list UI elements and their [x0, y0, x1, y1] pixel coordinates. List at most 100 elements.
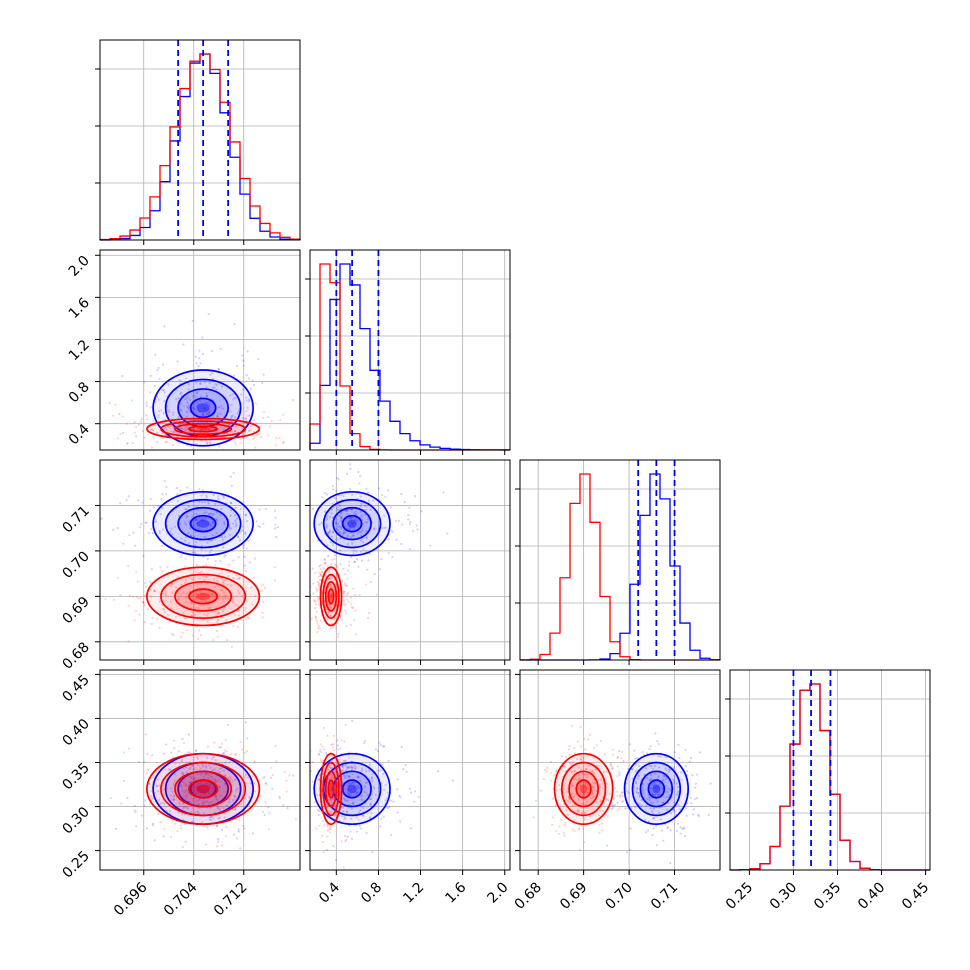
scatter-point [673, 780, 676, 783]
scatter-point [337, 748, 340, 751]
scatter-point [227, 597, 230, 600]
scatter-point [261, 611, 264, 614]
scatter-point [193, 812, 197, 815]
scatter-point [399, 796, 402, 799]
scatter-point [173, 822, 177, 825]
scatter-point [653, 817, 656, 820]
scatter-point [592, 785, 595, 789]
scatter-point [234, 519, 237, 522]
scatter-point [338, 514, 341, 517]
scatter-point [400, 542, 403, 546]
scatter-point [190, 776, 193, 779]
scatter-point [599, 810, 602, 813]
scatter-point [387, 538, 390, 541]
scatter-point [214, 560, 217, 563]
scatter-point [417, 796, 420, 799]
scatter-point [684, 748, 687, 752]
scatter-point [214, 759, 217, 762]
scatter-point [278, 795, 281, 798]
scatter-point [692, 813, 695, 816]
x-tick-label: 1.2 [400, 880, 427, 907]
scatter-point [135, 571, 138, 574]
scatter-point [591, 792, 594, 796]
scatter-point [330, 783, 333, 786]
scatter-point [182, 802, 185, 805]
scatter-point [160, 507, 164, 510]
scatter-point [254, 402, 258, 405]
scatter-point [158, 804, 161, 807]
scatter-point [250, 586, 253, 589]
scatter-point [234, 525, 237, 528]
scatter-point [408, 787, 412, 790]
scatter-point [344, 723, 347, 726]
scatter-point [262, 411, 266, 414]
scatter-point [201, 427, 204, 430]
scatter-point [342, 592, 346, 595]
density-contour [322, 761, 340, 817]
scatter-point [578, 774, 581, 777]
scatter-point [343, 774, 346, 777]
scatter-point [609, 763, 612, 767]
scatter-point [190, 777, 193, 780]
density-fill [561, 762, 606, 816]
scatter-point [165, 440, 168, 443]
scatter-point [192, 414, 195, 417]
scatter-point [610, 808, 613, 811]
scatter-point [205, 764, 208, 767]
scatter-point [327, 531, 330, 534]
scatter-point [178, 423, 181, 426]
scatter-point [610, 765, 613, 768]
scatter-point [180, 554, 183, 557]
scatter-point [649, 745, 652, 748]
scatter-point [173, 804, 176, 808]
scatter-point [555, 769, 558, 772]
scatter-point [351, 542, 354, 545]
scatter-point [245, 514, 248, 517]
scatter-point [199, 382, 202, 385]
scatter-point [407, 518, 410, 521]
scatter-point [318, 584, 321, 587]
scatter-point [179, 635, 183, 638]
scatter-point [346, 784, 349, 788]
scatter-point [342, 529, 345, 532]
scatter-point [175, 806, 179, 809]
scatter-point [392, 800, 395, 803]
scatter-point [199, 767, 202, 770]
scatter-point [437, 770, 440, 773]
scatter-point [370, 804, 373, 807]
scatter-point [180, 760, 183, 763]
scatter-point [236, 604, 239, 607]
scatter-point [184, 797, 187, 800]
scatter-point [261, 589, 264, 592]
scatter-point [320, 738, 322, 740]
scatter-point [203, 535, 206, 538]
scatter-point [178, 802, 181, 805]
scatter-point [202, 787, 205, 790]
scatter-point [639, 804, 642, 807]
scatter-point [576, 810, 579, 813]
scatter-point [184, 578, 188, 581]
scatter-point [577, 798, 580, 801]
scatter-point [364, 529, 368, 532]
scatter-point [236, 412, 239, 415]
scatter-point [225, 794, 229, 797]
scatter-point [214, 795, 218, 799]
scatter-point [390, 529, 393, 532]
scatter-point [387, 489, 390, 492]
scatter-point [167, 762, 170, 765]
density-contour [324, 770, 338, 808]
scatter-point [153, 400, 156, 404]
scatter-point [224, 825, 228, 828]
scatter-point [208, 791, 211, 794]
scatter-point [258, 525, 262, 528]
scatter-point [344, 612, 348, 615]
scatter-point [332, 757, 335, 760]
density-contour [553, 752, 614, 826]
scatter-point [358, 482, 361, 485]
scatter-point [358, 593, 361, 597]
scatter-point [172, 634, 175, 637]
scatter-point [227, 777, 230, 780]
scatter-point [644, 831, 648, 834]
scatter-point [345, 774, 348, 778]
scatter-point [177, 750, 180, 753]
